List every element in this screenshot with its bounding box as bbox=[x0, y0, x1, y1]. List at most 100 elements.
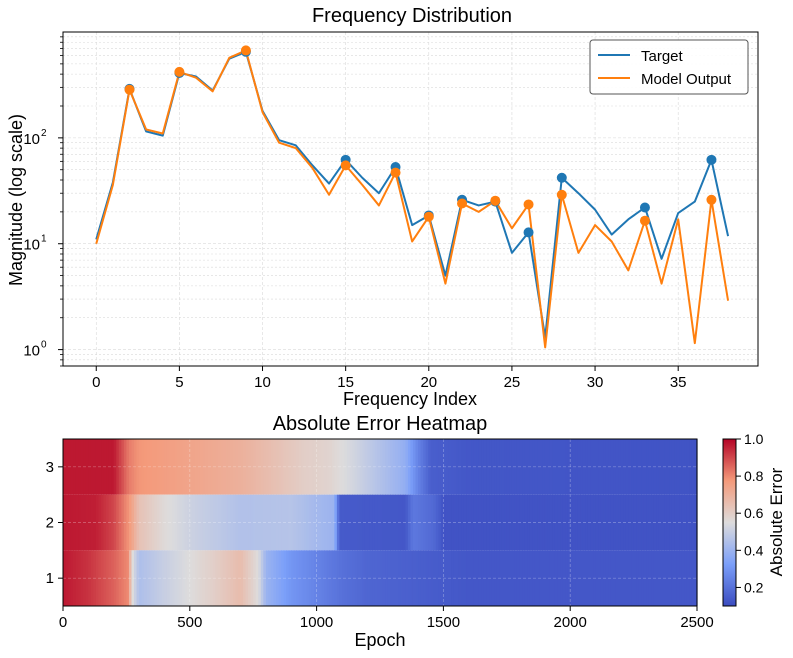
heatmap-cell bbox=[286, 494, 290, 551]
heatmap-cell bbox=[549, 439, 554, 495]
heatmap-cell bbox=[395, 439, 399, 495]
heatmap-cell bbox=[220, 494, 224, 551]
heatmap-cell bbox=[598, 439, 602, 495]
heatmap-cell bbox=[669, 494, 673, 551]
heatmap-cell bbox=[189, 550, 193, 606]
heatmap-cell bbox=[255, 494, 259, 551]
heatmap-cell bbox=[248, 439, 252, 495]
heatmap-cell bbox=[575, 494, 579, 551]
heatmap-cell bbox=[311, 494, 315, 551]
heatmap-cell bbox=[217, 550, 221, 606]
heatmap-cell bbox=[98, 494, 102, 551]
heatmap-cell bbox=[184, 439, 188, 495]
heatmap-cell bbox=[344, 439, 348, 495]
heatmap-cell bbox=[339, 494, 343, 551]
heatmap-cell bbox=[341, 550, 346, 606]
heatmap-cell bbox=[625, 494, 630, 551]
heatmap-cell bbox=[331, 550, 335, 606]
heatmap-cell bbox=[95, 439, 100, 495]
heatmap-cell bbox=[443, 494, 447, 551]
heatmap-cell bbox=[390, 550, 394, 606]
heatmap-colorbar: 0.2 0.4 0.6 0.8 1.0 Absolute Error bbox=[722, 431, 786, 607]
heatmap-cell bbox=[68, 494, 72, 551]
heatmap-cell bbox=[679, 494, 683, 551]
heatmap-cell bbox=[587, 494, 592, 551]
heatmap-cell bbox=[554, 550, 559, 606]
heatmap-cell bbox=[674, 550, 678, 606]
heatmap-cell bbox=[263, 439, 267, 495]
line-chart-x-axis: 0 5 10 15 20 25 30 35 bbox=[92, 366, 687, 391]
heatmap-cell bbox=[144, 550, 148, 606]
heatmap-cell bbox=[390, 494, 394, 551]
colorbar-tick-label: 1.0 bbox=[744, 431, 764, 447]
heatmap-cell bbox=[243, 439, 247, 495]
heatmap-cell bbox=[428, 439, 432, 495]
heatmap-cell bbox=[648, 494, 652, 551]
heatmap-cell bbox=[95, 550, 100, 606]
heatmap-cell bbox=[529, 439, 533, 495]
heatmap-cell bbox=[377, 550, 381, 606]
heatmap-cell bbox=[674, 439, 678, 495]
heatmap-cell bbox=[303, 550, 308, 606]
heatmap-cell bbox=[321, 550, 325, 606]
heatmap-cell bbox=[661, 439, 665, 495]
heatmap-cell bbox=[433, 550, 437, 606]
heatmap-cell bbox=[123, 439, 127, 495]
heatmap-cell bbox=[440, 439, 444, 495]
heatmap-cell bbox=[380, 439, 384, 495]
heatmap-cell bbox=[268, 439, 272, 495]
heatmap-cell bbox=[273, 494, 277, 551]
heatmap-cell bbox=[326, 439, 330, 495]
heatmap-cell bbox=[121, 439, 125, 495]
heatmap-cell bbox=[489, 550, 493, 606]
line-chart-title: Frequency Distribution bbox=[312, 5, 512, 27]
heatmap-cell bbox=[367, 494, 371, 551]
heatmap-cell bbox=[415, 550, 419, 606]
heatmap-cell bbox=[329, 494, 333, 551]
heatmap-cell bbox=[288, 439, 292, 495]
heatmap-cell bbox=[471, 439, 475, 495]
heatmap-cell bbox=[83, 494, 87, 551]
heatmap-cell bbox=[108, 494, 112, 551]
heatmap-cell bbox=[270, 439, 275, 495]
heatmap-cell bbox=[562, 494, 566, 551]
heatmap-cell bbox=[519, 439, 523, 495]
heatmap-cell bbox=[625, 550, 630, 606]
line-chart: Frequency Distribution 0 5 10 15 20 25 30 35 10… bbox=[6, 5, 759, 409]
heatmap-cell bbox=[220, 439, 224, 495]
heatmap-cell bbox=[324, 494, 328, 551]
heatmap-cell bbox=[448, 439, 452, 495]
y-tick-label: 10 bbox=[23, 237, 40, 254]
heatmap-cell bbox=[428, 550, 432, 606]
heatmap-cell bbox=[651, 494, 655, 551]
heatmap-cell bbox=[227, 550, 231, 606]
heatmap-cell bbox=[78, 439, 82, 495]
heatmap-cell bbox=[656, 550, 660, 606]
heatmap-cell bbox=[303, 494, 308, 551]
heatmap-cell bbox=[458, 439, 462, 495]
heatmap-cell bbox=[628, 439, 632, 495]
heatmap-cell bbox=[187, 494, 191, 551]
heatmap-cell bbox=[314, 439, 318, 495]
heatmap-x-tick-label: 500 bbox=[177, 614, 202, 631]
heatmap-x-tick-label: 2500 bbox=[680, 614, 713, 631]
heatmap-cell bbox=[471, 494, 475, 551]
heatmap-cell bbox=[620, 439, 625, 495]
heatmap-cell bbox=[641, 550, 645, 606]
heatmap-cell bbox=[537, 550, 541, 606]
heatmap-cell bbox=[486, 439, 490, 495]
heatmap-cell bbox=[144, 494, 148, 551]
heatmap-cell bbox=[448, 550, 452, 606]
heatmap-cell bbox=[103, 439, 107, 495]
heatmap-cell bbox=[207, 550, 211, 606]
heatmap-cell bbox=[276, 439, 280, 495]
heatmap-cell bbox=[494, 439, 498, 495]
heatmap-cell bbox=[174, 494, 178, 551]
heatmap-cell bbox=[326, 494, 330, 551]
heatmap-cell bbox=[580, 550, 584, 606]
heatmap-cell bbox=[532, 494, 536, 551]
heatmap-cell bbox=[438, 494, 442, 551]
heatmap-cell bbox=[263, 494, 267, 551]
heatmap-cell bbox=[98, 439, 102, 495]
